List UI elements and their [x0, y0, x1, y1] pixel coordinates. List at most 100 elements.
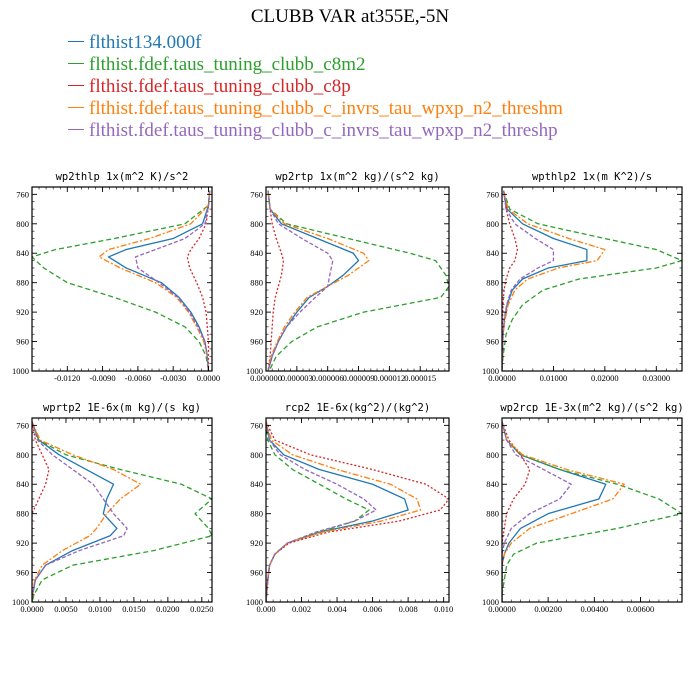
y-tick-label: 880 — [250, 509, 263, 519]
y-tick-label: 880 — [250, 278, 263, 288]
y-tick-label: 840 — [486, 248, 499, 258]
y-tick-label: 920 — [16, 307, 29, 317]
subplot-title: wp2thlp 1x(m^2 K)/s^2 — [56, 171, 189, 183]
y-tick-label: 1000 — [246, 597, 263, 607]
series-line — [32, 421, 212, 602]
subplot-3: wpthlp2 1x(m K^2)/s 760 800 840 880 920 960 100… — [482, 171, 683, 383]
x-tick-label: 0.00200 — [534, 604, 562, 614]
y-tick-label: 760 — [250, 189, 263, 199]
y-tick-label: 840 — [486, 479, 499, 489]
series-group — [266, 421, 449, 602]
y-tick-label: 880 — [16, 278, 29, 288]
x-tick-label: 0.00600 — [627, 604, 655, 614]
series-line — [502, 421, 607, 602]
series-line — [134, 190, 211, 371]
series-line — [266, 421, 409, 602]
series-line — [32, 421, 128, 602]
series-group — [502, 421, 682, 602]
x-tick-label: 0.0100 — [88, 604, 111, 614]
series-group — [32, 421, 212, 602]
series-line — [502, 421, 531, 602]
y-tick-label: 760 — [16, 420, 29, 430]
legend-swatch — [68, 63, 84, 65]
series-line — [502, 190, 588, 371]
y-tick-label: 840 — [16, 479, 29, 489]
x-tick-label: 0.006 — [363, 604, 382, 614]
series-line — [32, 421, 50, 602]
x-tick-label: 0.0200 — [156, 604, 179, 614]
series-line — [502, 190, 682, 371]
y-tick-label: 840 — [16, 248, 29, 258]
subplot-title: wp2rtp 1x(m^2 kg)/(s^2 kg) — [275, 171, 439, 183]
y-tick-label: 760 — [486, 189, 499, 199]
x-tick-label: 0.004 — [328, 604, 348, 614]
x-tick-label: 0.01000 — [540, 373, 568, 383]
series-line — [267, 190, 360, 371]
plot-frame — [31, 186, 213, 372]
legend-label: flthist.fdef.taus_tuning_clubb_c8p — [89, 76, 351, 97]
y-tick-label: 840 — [250, 479, 263, 489]
x-tick-label: 0.0250 — [190, 604, 213, 614]
y-tick-label: 1000 — [12, 366, 29, 376]
legend-swatch — [68, 129, 84, 131]
x-tick-label: 0.0050 — [54, 604, 77, 614]
series-group — [267, 190, 449, 371]
y-tick-label: 960 — [486, 568, 499, 578]
y-tick-label: 1000 — [482, 597, 499, 607]
y-tick-label: 960 — [250, 568, 263, 578]
legend-item: flthist.fdef.taus_tuning_clubb_c8p — [68, 76, 563, 98]
y-tick-label: 960 — [250, 337, 263, 347]
plot-frame — [265, 186, 450, 372]
series-line — [502, 421, 682, 602]
subplot-1: wp2thlp 1x(m^2 K)/s^2 760 800 840 880 920 960 1… — [12, 171, 220, 383]
x-tick-label: 0.0000 — [197, 373, 220, 383]
legend-item: flthist.fdef.taus_tuning_clubb_c_invrs_t… — [68, 120, 563, 142]
y-tick-label: 840 — [250, 248, 263, 258]
x-tick-label: 0.03000 — [642, 373, 670, 383]
subplot-5: rcp2 1E-6x(kg^2)/(kg^2) 760 800 840 880 920 96… — [246, 402, 453, 614]
y-tick-label: 880 — [486, 509, 499, 519]
x-tick-label: 0.000015 — [404, 373, 436, 383]
figure-title: CLUBB VAR at355E,-5N — [250, 6, 450, 27]
y-tick-label: 880 — [16, 509, 29, 519]
series-line — [267, 190, 334, 371]
legend-item: flthist134.000f — [68, 32, 563, 54]
y-tick-label: 1000 — [246, 366, 263, 376]
legend-label: flthist.fdef.taus_tuning_clubb_c_invrs_t… — [89, 98, 563, 119]
y-tick-label: 1000 — [12, 597, 29, 607]
legend-label: flthist134.000f — [89, 32, 202, 53]
legend-swatch — [68, 41, 84, 43]
series-group — [32, 190, 211, 371]
subplot-4: wprtp2 1E-6x(m kg)/(s kg) 760 800 840 880 920… — [12, 402, 213, 614]
series-line — [502, 421, 625, 602]
series-line — [32, 421, 142, 602]
x-tick-label: 0.02000 — [591, 373, 619, 383]
series-line — [267, 190, 449, 371]
series-line — [502, 190, 555, 371]
series-line — [266, 421, 377, 602]
y-tick-label: 920 — [486, 538, 499, 548]
series-line — [502, 421, 572, 602]
legend-item: flthist.fdef.taus_tuning_clubb_c_invrs_t… — [68, 98, 563, 120]
subplot-2: wp2rtp 1x(m^2 kg)/(s^2 kg) 760 800 840 880 92… — [246, 171, 450, 383]
y-tick-label: 960 — [16, 337, 29, 347]
x-tick-label: 0.000012 — [373, 373, 405, 383]
legend-swatch — [68, 85, 84, 87]
x-tick-label: 0.000000 — [250, 373, 282, 383]
y-tick-label: 800 — [486, 219, 499, 229]
series-group — [502, 190, 682, 371]
x-tick-label: 0.00000 — [488, 373, 516, 383]
y-tick-label: 960 — [16, 568, 29, 578]
y-tick-label: 800 — [250, 219, 263, 229]
legend-label: flthist.fdef.taus_tuning_clubb_c8m2 — [89, 54, 366, 75]
series-line — [32, 421, 118, 602]
y-tick-label: 960 — [486, 337, 499, 347]
y-tick-label: 760 — [486, 420, 499, 430]
legend-label: flthist.fdef.taus_tuning_clubb_c_invrs_t… — [89, 120, 558, 141]
legend-item: flthist.fdef.taus_tuning_clubb_c8m2 — [68, 54, 563, 76]
subplot-title: wpthlp2 1x(m K^2)/s — [532, 171, 652, 183]
subplot-title: rcp2 1E-6x(kg^2)/(kg^2) — [285, 402, 430, 414]
series-line — [107, 190, 211, 371]
series-line — [502, 190, 606, 371]
